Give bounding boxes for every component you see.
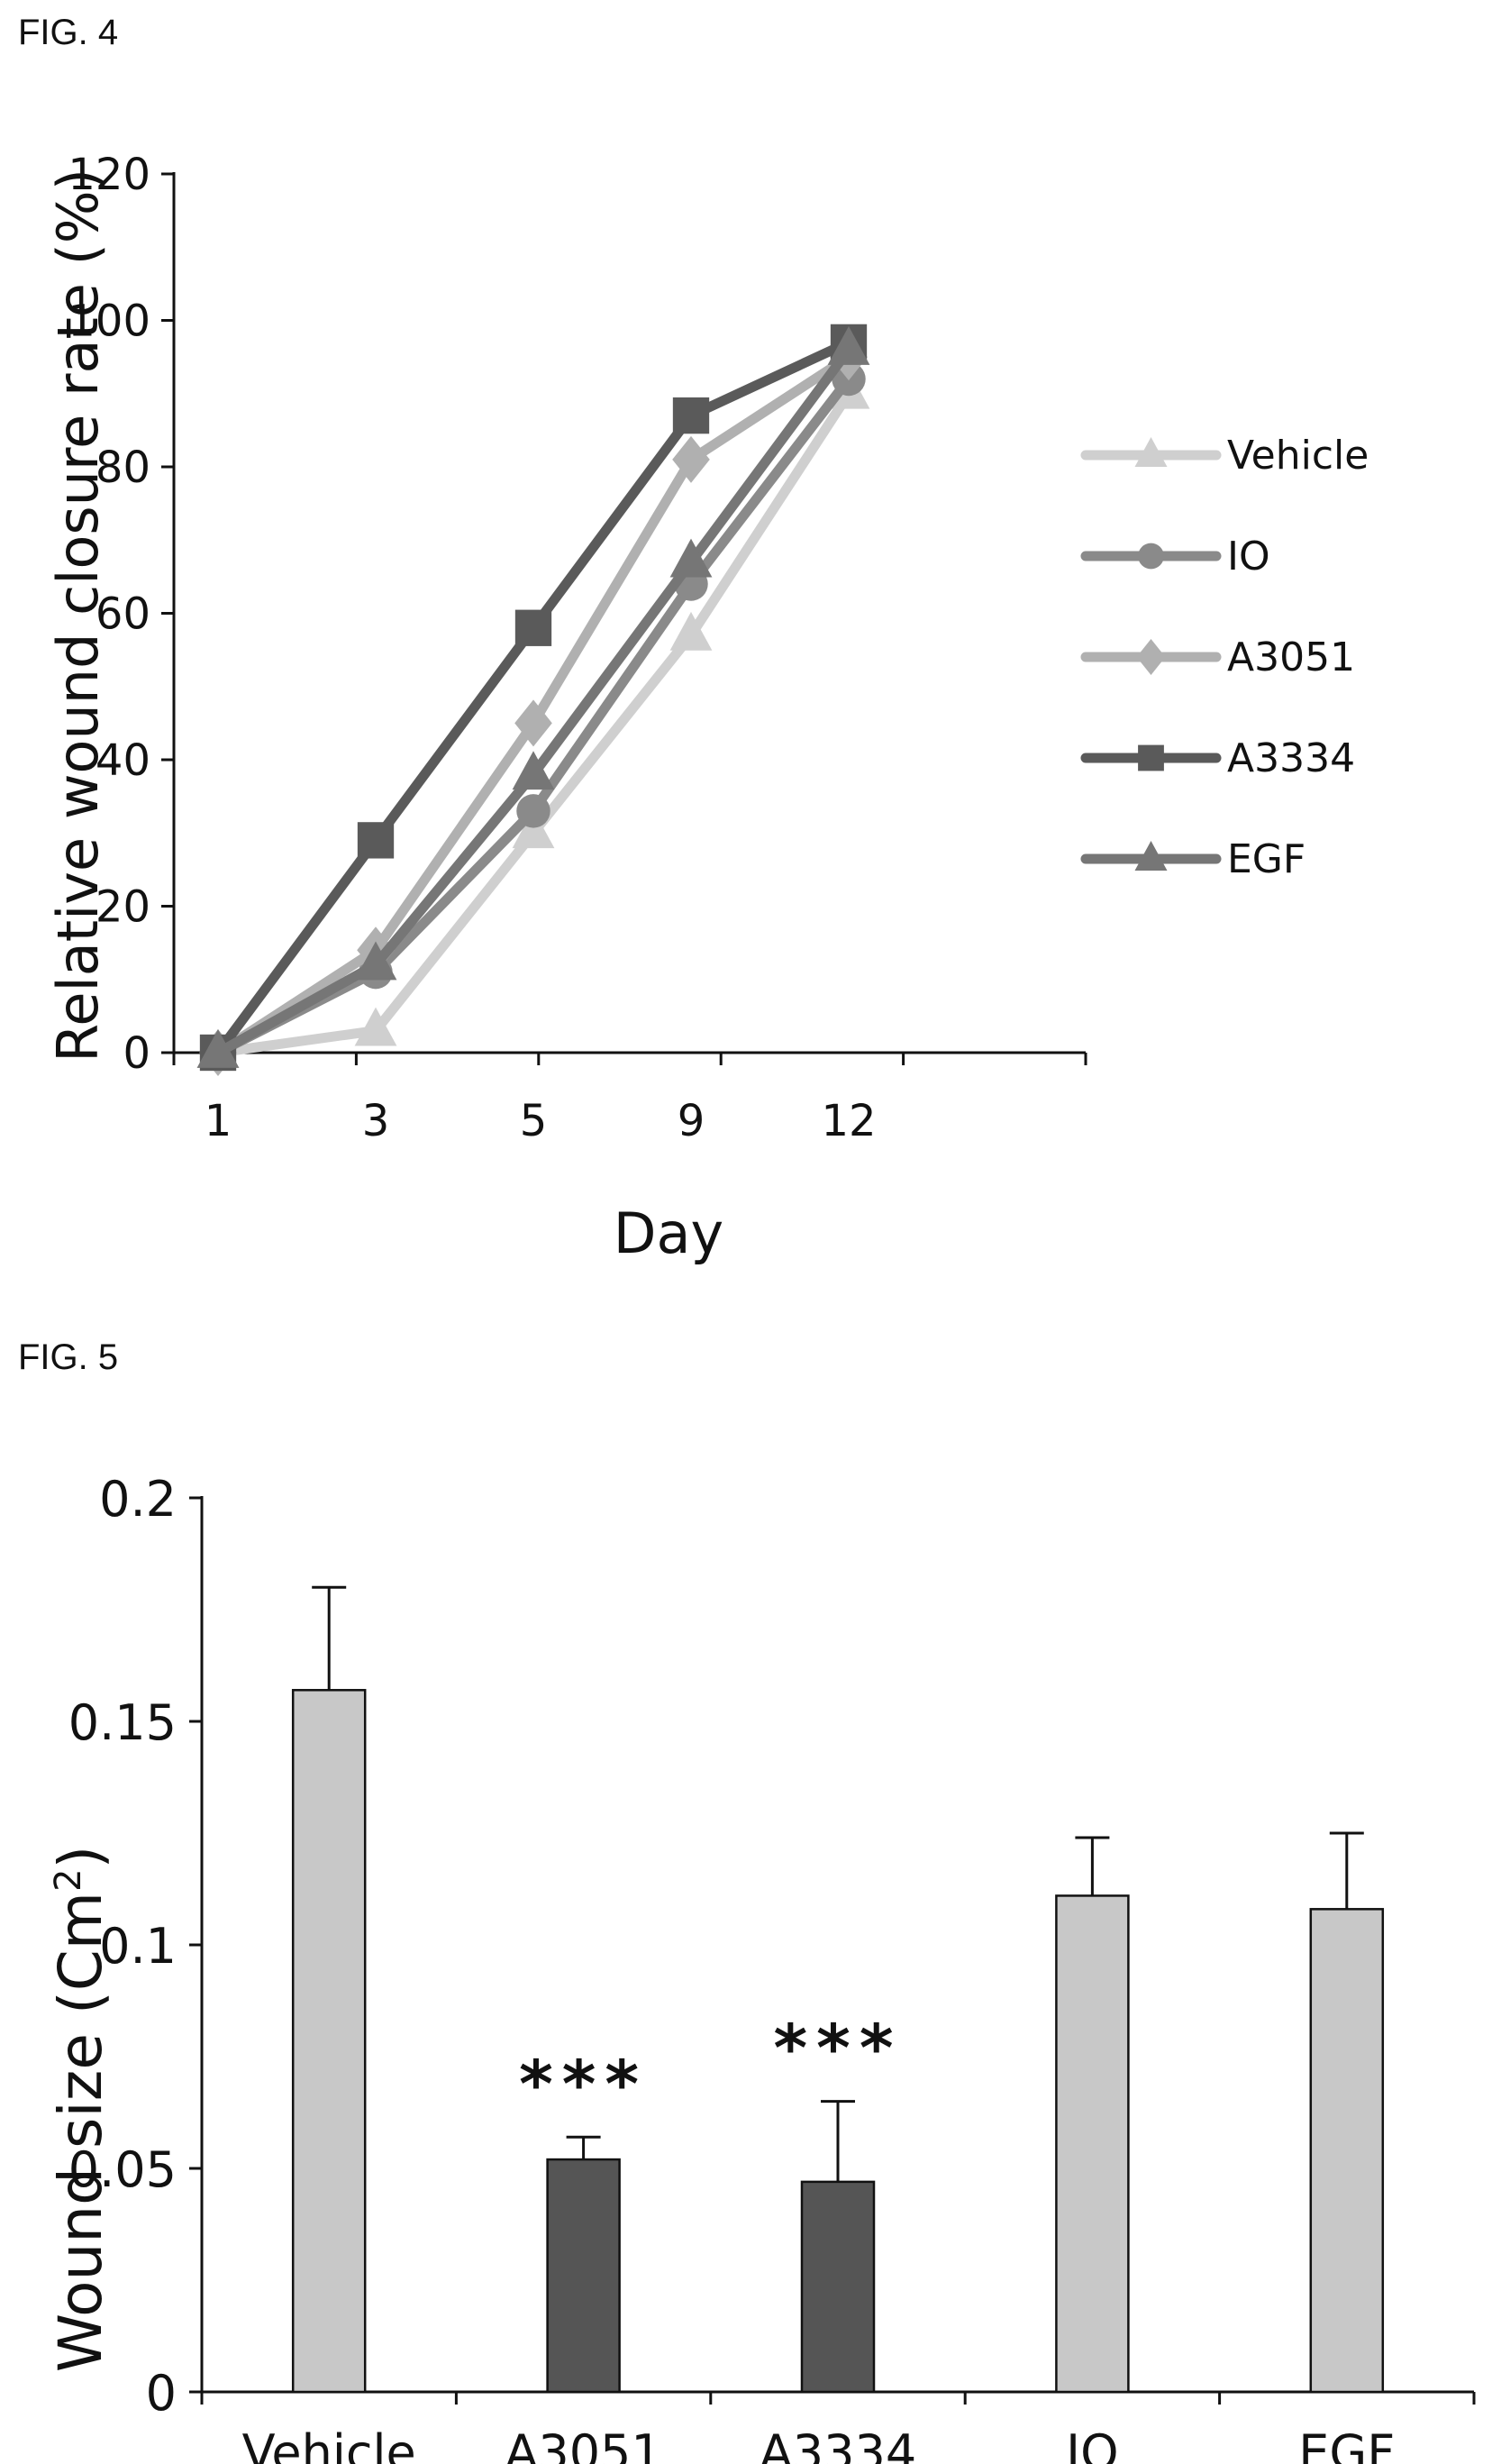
data-point-marker bbox=[827, 326, 870, 365]
data-point-marker bbox=[1134, 841, 1168, 871]
y-axis-title: Wound size (Cm2) bbox=[46, 1846, 115, 2373]
y-tick-label: 80 bbox=[96, 443, 150, 493]
legend-label: EGF bbox=[1227, 836, 1306, 882]
bar bbox=[291, 1689, 367, 2394]
legend-item-a3334: A3334 bbox=[1080, 735, 1355, 781]
bar-group-egf: EGF bbox=[1298, 1831, 1395, 2464]
bar-group-a3334: *** A3334 bbox=[760, 2011, 916, 2464]
x-tick-label: 3 bbox=[362, 1096, 390, 1146]
y-tick-label: 0.1 bbox=[99, 1918, 177, 1975]
legend-label: A3334 bbox=[1227, 735, 1355, 781]
significance-annotation: *** bbox=[519, 2046, 648, 2122]
y-tick-label: 0 bbox=[123, 1028, 150, 1079]
figure-5-label: FIG. 5 bbox=[18, 1337, 119, 1377]
data-point-marker bbox=[357, 822, 395, 859]
legend-item-a3051: A3051 bbox=[1080, 634, 1355, 680]
legend-label: IO bbox=[1227, 534, 1270, 579]
y-tick-label: 0 bbox=[146, 2365, 177, 2422]
data-point-marker bbox=[1134, 437, 1168, 467]
x-tick-label: 12 bbox=[821, 1096, 876, 1146]
data-point-marker bbox=[669, 538, 713, 578]
series-a3334 bbox=[199, 324, 868, 1072]
data-point-marker bbox=[1138, 543, 1164, 570]
y-tick-label: 40 bbox=[96, 735, 150, 786]
data-point-marker bbox=[514, 609, 552, 646]
x-tick-label: A3334 bbox=[760, 2424, 916, 2464]
legend-item-vehicle: Vehicle bbox=[1080, 433, 1369, 479]
data-point-marker bbox=[512, 751, 555, 790]
series-egf bbox=[196, 326, 870, 1068]
x-tick-label: A3051 bbox=[505, 2424, 661, 2464]
bar bbox=[1055, 1894, 1130, 2394]
y-tick-label: 100 bbox=[68, 297, 150, 347]
series-line bbox=[213, 337, 854, 1058]
line-chart: 0 20 40 60 80 100 120 1 3 5 9 12 Vehicle IO A3051 A333… bbox=[45, 150, 1369, 1266]
data-point-marker bbox=[514, 699, 552, 747]
data-point-marker bbox=[672, 397, 710, 434]
line-chart-axes: 0 20 40 60 80 100 120 1 3 5 9 12 bbox=[68, 150, 1087, 1146]
figure-4-label: FIG. 4 bbox=[18, 13, 119, 52]
x-axis-title: Day bbox=[614, 1200, 723, 1266]
y-tick-label: 20 bbox=[96, 882, 150, 933]
data-point-marker bbox=[196, 1029, 240, 1068]
bar-chart: 0 0.05 0.1 0.15 0.2 Vehicle *** A3051 *** A3334 I… bbox=[46, 1471, 1476, 2464]
y-tick-label: 120 bbox=[68, 150, 150, 200]
bar-chart-axes: 0 0.05 0.1 0.15 0.2 bbox=[68, 1471, 1476, 2422]
legend-item-io: IO bbox=[1080, 534, 1270, 579]
x-tick-label: IO bbox=[1066, 2424, 1118, 2464]
data-point-marker bbox=[672, 435, 710, 483]
y-tick-label: 0.15 bbox=[68, 1694, 177, 1751]
data-point-marker bbox=[354, 941, 397, 981]
x-tick-label: EGF bbox=[1298, 2424, 1395, 2464]
line-chart-legend: Vehicle IO A3051 A3334 EGF bbox=[1080, 433, 1369, 882]
bar-group-io: IO bbox=[1055, 1836, 1130, 2464]
data-point-marker bbox=[669, 611, 713, 651]
legend-item-egf: EGF bbox=[1080, 836, 1306, 882]
bar bbox=[800, 2180, 876, 2394]
x-tick-label: 9 bbox=[678, 1096, 705, 1146]
x-tick-label: Vehicle bbox=[242, 2424, 416, 2464]
bar bbox=[1309, 1908, 1385, 2394]
bar-group-a3051: *** A3051 bbox=[505, 2046, 661, 2464]
x-tick-label: 5 bbox=[520, 1096, 548, 1146]
y-tick-label: 0.2 bbox=[99, 1471, 177, 1528]
y-axis-title-main: Wound size (Cm bbox=[46, 1892, 115, 2372]
bar-group-vehicle: Vehicle bbox=[242, 1585, 416, 2464]
data-point-marker bbox=[1138, 744, 1164, 771]
y-axis-title-close: ) bbox=[46, 1846, 115, 1869]
significance-annotation: *** bbox=[774, 2011, 903, 2086]
data-point-marker bbox=[512, 809, 555, 849]
series-a3051 bbox=[199, 333, 868, 1076]
legend-label: Vehicle bbox=[1227, 433, 1369, 479]
y-tick-label: 0.05 bbox=[68, 2141, 177, 2198]
data-point-marker bbox=[516, 794, 550, 828]
y-axis-title-superscript: 2 bbox=[48, 1868, 89, 1891]
data-point-marker bbox=[1136, 639, 1166, 675]
bar bbox=[546, 2158, 621, 2394]
data-point-marker bbox=[354, 1007, 397, 1046]
y-axis-title: Relative wound closure rate (%) bbox=[45, 169, 111, 1063]
x-tick-label: 1 bbox=[205, 1096, 232, 1146]
y-tick-label: 60 bbox=[96, 589, 150, 640]
legend-label: A3051 bbox=[1227, 634, 1355, 680]
bar-chart-bars-group: Vehicle *** A3051 *** A3334 IO EGF bbox=[242, 1585, 1395, 2464]
line-chart-series-group bbox=[196, 324, 870, 1076]
